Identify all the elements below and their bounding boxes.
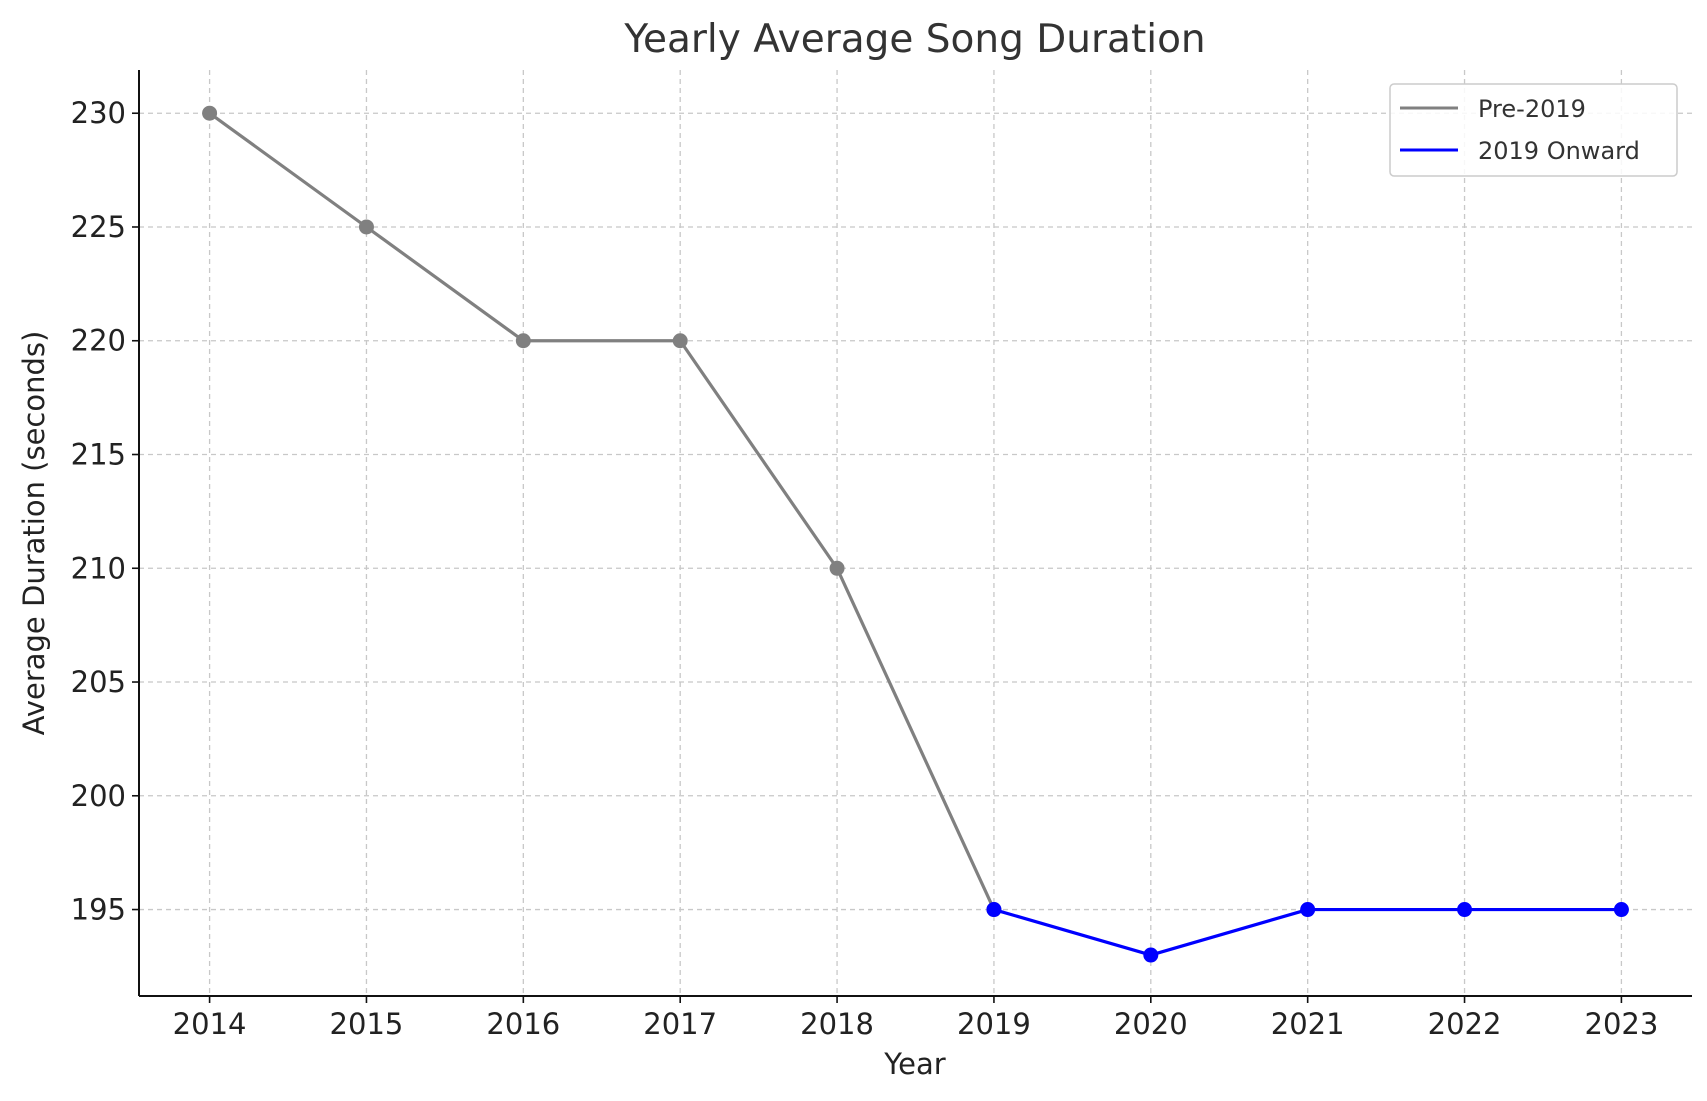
legend-label-pre-2019: Pre-2019 (1478, 95, 1586, 123)
data-point-pre-2019 (202, 105, 218, 121)
series-line-pre-2019 (208, 111, 996, 911)
x-tick-label: 2022 (1428, 1007, 1502, 1041)
x-tick-label: 2018 (800, 1007, 874, 1041)
data-point-pre-2019 (672, 333, 688, 349)
y-tick-label: 225 (71, 210, 126, 244)
x-axis-ticks: 2014 2015 2016 2017 2018 2019 2020 2021 2022 2023 (173, 996, 1659, 1041)
grid (139, 70, 1692, 996)
x-tick-label: 2020 (1114, 1007, 1188, 1041)
data-point-pre-2019 (515, 333, 531, 349)
data-point-2019-onward (1457, 902, 1473, 918)
y-tick-label: 215 (71, 438, 126, 472)
series-pre-2019 (202, 105, 1002, 918)
legend: Pre-2019 2019 Onward (1389, 83, 1678, 177)
y-tick-label: 195 (71, 893, 126, 927)
x-tick-label: 2015 (330, 1007, 404, 1041)
series-2019-onward (986, 902, 1629, 963)
x-tick-label: 2023 (1585, 1007, 1659, 1041)
data-point-pre-2019 (829, 560, 845, 576)
data-point-2019-onward (1143, 947, 1159, 963)
legend-box (1389, 83, 1678, 177)
data-point-2019-onward (1300, 902, 1316, 918)
series-layer (202, 105, 1629, 963)
chart-title: Yearly Average Song Duration (623, 17, 1205, 62)
y-axis-label: Average Duration (seconds) (17, 331, 51, 736)
x-tick-label: 2017 (643, 1007, 717, 1041)
y-tick-label: 220 (71, 324, 126, 358)
data-point-pre-2019 (358, 219, 374, 235)
y-tick-label: 210 (71, 551, 126, 585)
x-axis-label: Year (883, 1047, 945, 1081)
legend-label-2019-onward: 2019 Onward (1478, 137, 1640, 165)
y-tick-label: 205 (71, 665, 126, 699)
x-tick-label: 2019 (957, 1007, 1031, 1041)
x-tick-label: 2021 (1271, 1007, 1345, 1041)
y-tick-label: 200 (71, 779, 126, 813)
x-tick-label: 2016 (486, 1007, 560, 1041)
data-point-2019-onward (986, 902, 1002, 918)
x-tick-label: 2014 (173, 1007, 247, 1041)
y-tick-label: 230 (71, 96, 126, 130)
data-point-2019-onward (1613, 902, 1629, 918)
y-axis-ticks: 195 200 205 210 215 220 225 230 (71, 96, 139, 927)
